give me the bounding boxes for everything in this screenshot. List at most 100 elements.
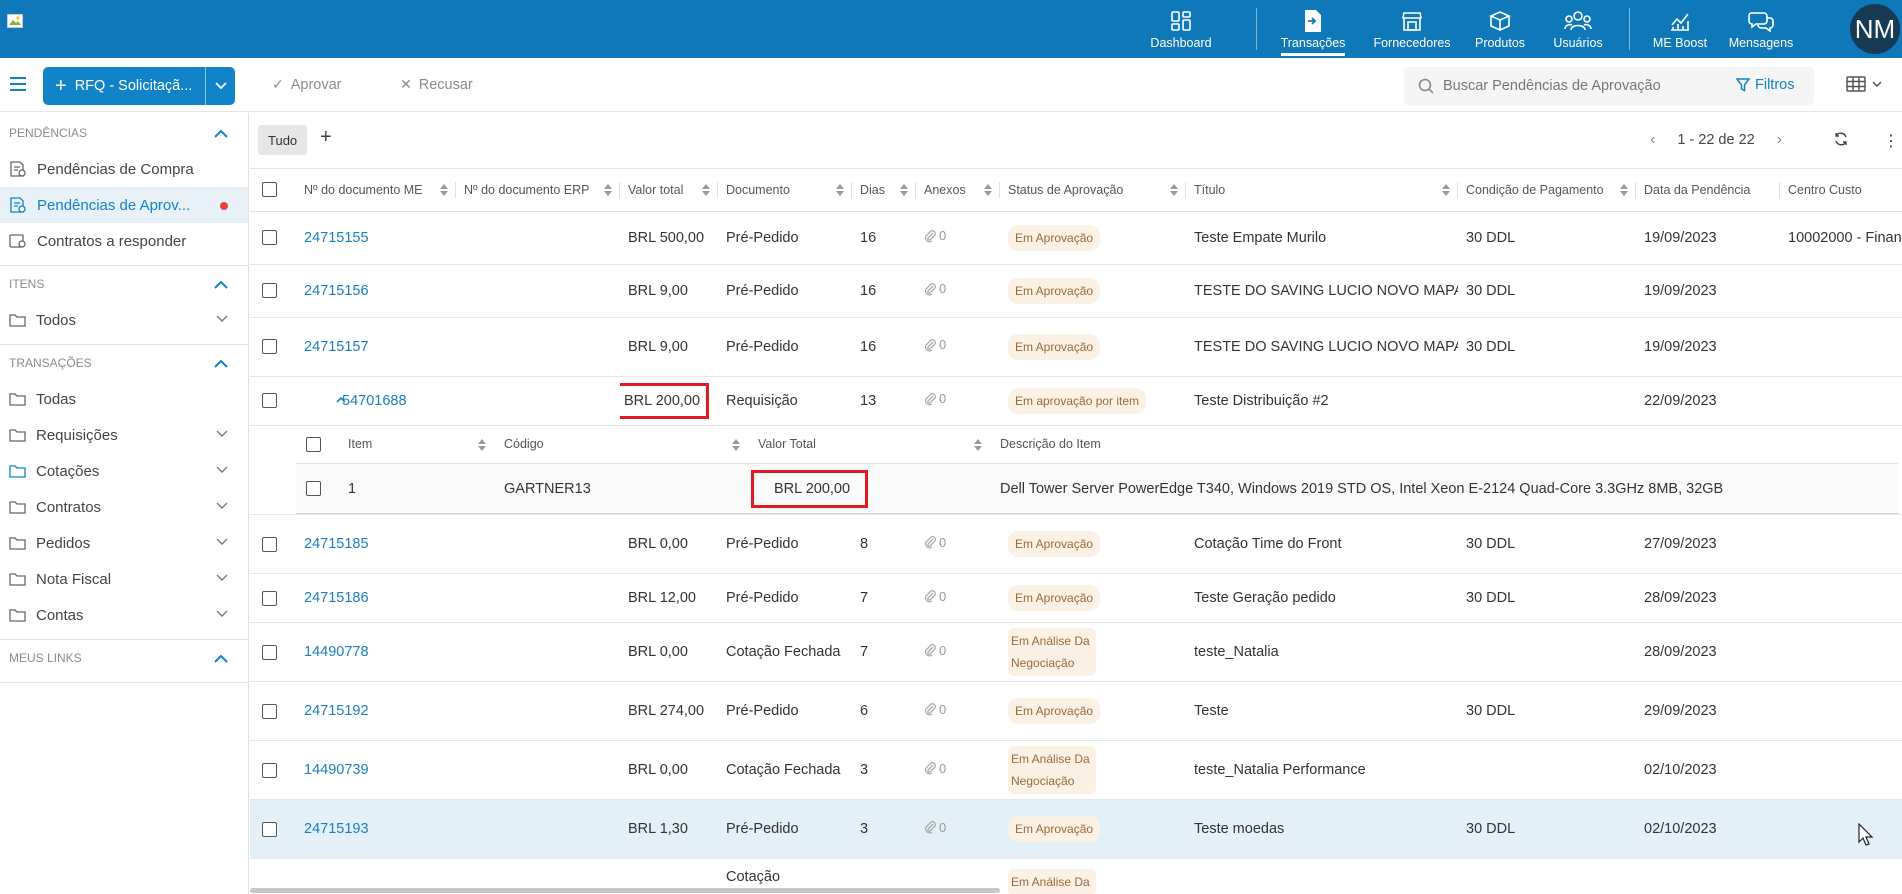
attachment-icon[interactable]: 0 [924, 228, 946, 243]
document-link[interactable]: 24715186 [304, 590, 369, 606]
folder-icon [9, 500, 26, 514]
select-all-checkbox[interactable] [262, 182, 277, 198]
table-row[interactable]: 24715193 BRL 1,30 Pré-Pedido 3 0 Em Apro… [250, 799, 1902, 859]
column-header[interactable]: Status de Aprovação [1000, 169, 1186, 212]
attachment-icon[interactable]: 0 [924, 702, 946, 717]
document-link[interactable]: 24715157 [304, 338, 369, 355]
nav-usuarios[interactable]: Usuários [1551, 0, 1605, 58]
row-checkbox[interactable] [262, 590, 277, 606]
document-link[interactable]: 24715156 [304, 282, 369, 299]
column-header[interactable]: Dias [852, 169, 916, 212]
table-row[interactable]: 24715186 BRL 12,00 Pré-Pedido 7 0 Em Apr… [250, 573, 1902, 623]
search-input[interactable] [1443, 78, 1733, 94]
table-row[interactable]: 24715157 BRL 9,00 Pré-Pedido 16 0 Em Apr… [250, 317, 1902, 377]
nav-fornecedores[interactable]: Fornecedores [1373, 0, 1451, 58]
sidebar-item-pendencias-aprovacao[interactable]: Pendências de Aprov... [0, 187, 248, 223]
prev-page-icon[interactable]: ‹ [1650, 131, 1656, 148]
sidebar-item-todas[interactable]: Todas [0, 381, 248, 417]
row-checkbox[interactable] [262, 762, 277, 778]
sidebar-item-pendencias-compra[interactable]: Pendências de Compra [0, 151, 248, 187]
column-header[interactable]: Valor total [620, 169, 718, 212]
chevron-up-icon[interactable] [336, 396, 346, 403]
column-header[interactable]: Título [1186, 169, 1458, 212]
attachment-icon[interactable]: 0 [924, 391, 946, 406]
column-header[interactable]: Centro Custo [1780, 169, 1902, 212]
sidebar-item-contas[interactable]: Contas [0, 597, 248, 633]
row-checkbox[interactable] [262, 283, 277, 299]
add-tab-button[interactable]: + [320, 126, 332, 148]
row-checkbox[interactable] [262, 821, 277, 837]
column-header[interactable]: Documento [718, 169, 852, 212]
sidebar-section-transacoes[interactable]: TRANSAÇÕES [0, 345, 248, 381]
sidebar-item-todos[interactable]: Todos [0, 302, 248, 338]
attachment-icon[interactable]: 0 [924, 643, 946, 658]
document-link[interactable]: 24715192 [304, 703, 369, 719]
next-page-icon[interactable]: › [1776, 131, 1783, 148]
avatar[interactable]: NM [1850, 4, 1900, 54]
table-row-expanded[interactable]: 54701688 BRL 200,00 Requisição 13 0 Em a… [250, 376, 1902, 426]
column-header[interactable]: Condição de Pagamento [1458, 169, 1636, 212]
attachment-icon[interactable]: 0 [924, 761, 946, 776]
column-layout-button[interactable] [1846, 76, 1882, 92]
column-header[interactable]: Nº do documento ME [296, 169, 456, 212]
recusar-button[interactable]: ✕ Recusar [400, 76, 473, 93]
attachment-icon[interactable]: 0 [924, 281, 946, 296]
row-checkbox[interactable] [262, 339, 277, 355]
logo-broken-image-icon[interactable] [7, 14, 25, 28]
table-row[interactable]: 24715185 BRL 0,00 Pré-Pedido 8 0 Em Apro… [250, 514, 1902, 574]
sidebar-item-cotacoes[interactable]: Cotações [0, 453, 248, 489]
document-link[interactable]: 24715185 [304, 536, 369, 552]
column-header[interactable]: Valor Total [750, 425, 992, 464]
document-link[interactable]: 54701688 [342, 392, 407, 409]
sidebar-item-requisicoes[interactable]: Requisições [0, 417, 248, 453]
row-checkbox[interactable] [262, 644, 277, 660]
sidebar-section-meus-links[interactable]: MEUS LINKS [0, 640, 248, 676]
sidebar-section-itens[interactable]: ITENS [0, 266, 248, 302]
nav-me-boost[interactable]: ME Boost [1652, 0, 1708, 58]
horizontal-scrollbar[interactable] [250, 888, 1000, 893]
row-checkbox[interactable] [262, 230, 277, 246]
row-checkbox[interactable] [262, 536, 277, 552]
hamburger-menu-icon[interactable] [8, 75, 28, 93]
table-row[interactable]: 24715156 BRL 9,00 Pré-Pedido 16 0 Em Apr… [250, 264, 1902, 318]
column-header[interactable]: Nº do documento ERP [456, 169, 620, 212]
filtros-button[interactable]: Filtros [1736, 77, 1794, 93]
sidebar-item-nota-fiscal[interactable]: Nota Fiscal [0, 561, 248, 597]
attachment-icon[interactable]: 0 [924, 337, 946, 352]
document-link[interactable]: 14490739 [304, 762, 369, 778]
document-link[interactable]: 24715193 [304, 821, 369, 837]
attachment-icon[interactable]: 0 [924, 820, 946, 835]
aprovar-button[interactable]: ✓ Aprovar [272, 76, 342, 93]
item-checkbox[interactable] [306, 481, 321, 497]
attachment-icon[interactable]: 0 [924, 589, 946, 604]
table-row[interactable]: 24715192 BRL 274,00 Pré-Pedido 6 0 Em Ap… [250, 681, 1902, 741]
column-header[interactable]: Código [496, 425, 750, 464]
sidebar-section-pendencias[interactable]: PENDÊNCIAS [0, 115, 248, 151]
refresh-icon[interactable] [1833, 131, 1849, 147]
select-all-items-checkbox[interactable] [306, 436, 321, 452]
table-row[interactable]: 14490739 BRL 0,00 Cotação Fechada 3 0 Em… [250, 740, 1902, 800]
table-row[interactable]: 24715155 BRL 500,00 Pré-Pedido 16 0 Em A… [250, 211, 1902, 265]
document-link[interactable]: 24715155 [304, 229, 369, 246]
nav-produtos[interactable]: Produtos [1471, 0, 1529, 58]
sidebar-item-pedidos[interactable]: Pedidos [0, 525, 248, 561]
table-row[interactable]: 14490778 BRL 0,00 Cotação Fechada 7 0 Em… [250, 622, 1902, 682]
attachment-icon[interactable]: 0 [924, 535, 946, 550]
nav-dashboard[interactable]: Dashboard [1140, 0, 1222, 58]
nav-transacoes[interactable]: Transações [1281, 0, 1345, 58]
column-header[interactable]: Item [340, 425, 496, 464]
tab-tudo[interactable]: Tudo [258, 125, 308, 155]
column-header[interactable]: Anexos [916, 169, 1000, 212]
row-checkbox[interactable] [262, 703, 277, 719]
nav-mensagens[interactable]: Mensagens [1726, 0, 1796, 58]
sidebar-item-contratos[interactable]: Contratos [0, 489, 248, 525]
subtable-row[interactable]: 1 GARTNER13 BRL 200,00 Dell Tower Server… [296, 463, 1898, 514]
sidebar-item-contratos-responder[interactable]: Contratos a responder [0, 223, 248, 259]
more-options-icon[interactable]: ⋮ [1883, 133, 1899, 150]
column-header[interactable]: Descrição do Item [992, 425, 1898, 464]
rfq-dropdown-button[interactable] [205, 67, 235, 105]
row-checkbox[interactable] [262, 393, 277, 409]
rfq-new-button[interactable]: + RFQ - Solicitaçã... [43, 67, 205, 105]
document-link[interactable]: 14490778 [304, 644, 369, 660]
column-header[interactable]: Data da Pendência [1636, 169, 1780, 212]
